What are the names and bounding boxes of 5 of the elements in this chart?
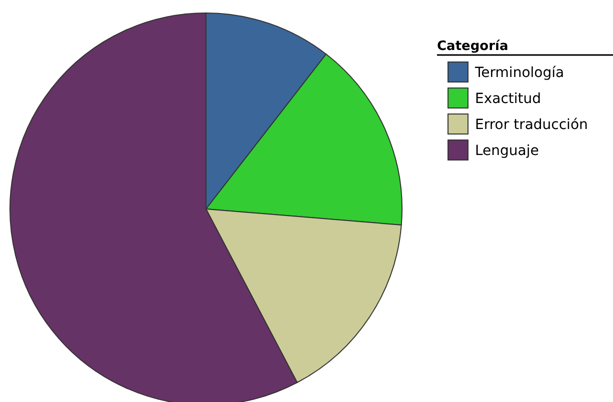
legend-label: Exactitud xyxy=(475,91,542,107)
legend-label: Terminología xyxy=(474,65,564,81)
legend-title: Categoría xyxy=(437,39,508,54)
legend-label: Error traducción xyxy=(475,117,588,133)
legend-label: Lenguaje xyxy=(475,143,539,159)
